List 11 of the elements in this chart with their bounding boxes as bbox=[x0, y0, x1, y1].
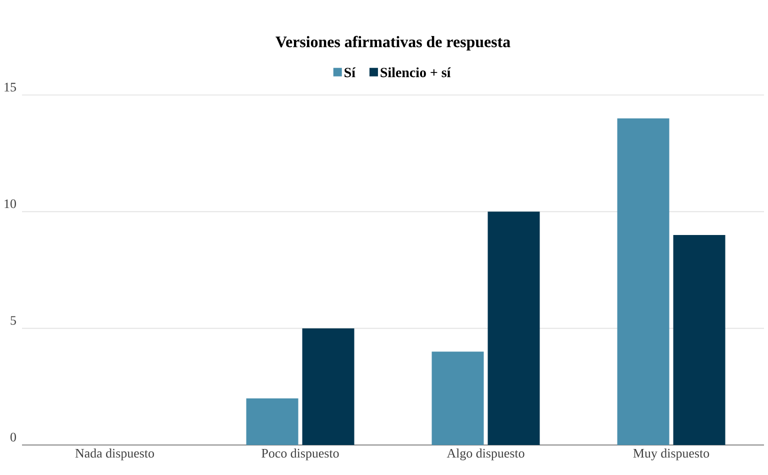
y-tick-label: 10 bbox=[4, 199, 16, 208]
legend-label: Sí bbox=[344, 67, 356, 78]
y-tick-label: 0 bbox=[10, 432, 16, 442]
chart-title: Versiones afirmativas de respuesta bbox=[276, 36, 510, 50]
y-tick-label: 5 bbox=[10, 316, 16, 325]
x-tick-label: Muy dispuesto bbox=[633, 448, 710, 460]
legend-label: Silencio + sí bbox=[380, 67, 451, 78]
x-tick-label: Nada dispuesto bbox=[75, 448, 154, 460]
y-tick-label: 15 bbox=[4, 82, 16, 92]
x-tick-label: Poco dispuesto bbox=[262, 448, 339, 460]
x-tick-label: Algo dispuesto bbox=[446, 448, 524, 460]
